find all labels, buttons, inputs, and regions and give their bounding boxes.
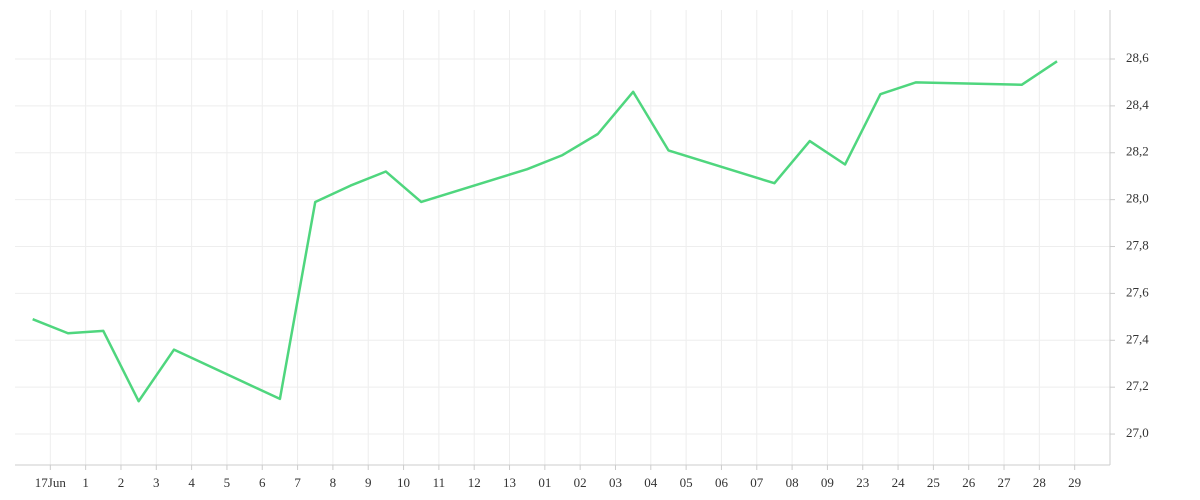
y-tick-label: 28,2 [1126,144,1149,159]
y-tick-label: 28,0 [1126,191,1149,206]
x-tick-label: 09 [821,475,834,490]
x-tick-label: 1 [82,475,89,490]
y-tick-label: 27,6 [1126,284,1149,299]
y-tick-label: 27,2 [1126,378,1149,393]
x-tick-label: 11 [433,475,446,490]
x-tick-label: 01 [538,475,551,490]
x-tick-label: 24 [892,475,906,490]
x-tick-label: 05 [680,475,693,490]
y-tick-label: 27,8 [1126,238,1149,253]
x-tick-label: 3 [153,475,160,490]
x-tick-label: 29 [1068,475,1081,490]
x-tick-label: 2 [118,475,125,490]
x-tick-label: 6 [259,475,266,490]
x-tick-label: 23 [856,475,869,490]
x-tick-label: 02 [574,475,587,490]
x-tick-label: 7 [294,475,301,490]
x-tick-label: 27 [998,475,1012,490]
x-tick-label: 8 [330,475,337,490]
x-tick-label: 9 [365,475,372,490]
x-tick-label: 08 [786,475,799,490]
x-tick-label: 07 [750,475,764,490]
y-tick-label: 28,4 [1126,97,1149,112]
x-tick-label: 25 [927,475,940,490]
x-tick-label: 4 [188,475,195,490]
x-tick-label: 03 [609,475,622,490]
y-tick-label: 27,0 [1126,425,1149,440]
x-tick-label: 13 [503,475,516,490]
x-tick-label: 26 [962,475,976,490]
line-series [32,60,1058,403]
x-tick-label: 06 [715,475,729,490]
x-tick-label: 28 [1033,475,1046,490]
x-tick-label: 04 [644,475,658,490]
y-tick-label: 27,4 [1126,331,1149,346]
x-tick-label: 12 [468,475,481,490]
y-tick-label: 28,6 [1126,50,1149,65]
x-tick-label: 10 [397,475,410,490]
x-tick-label: 17Jun [35,475,67,490]
x-tick-label: 5 [224,475,231,490]
